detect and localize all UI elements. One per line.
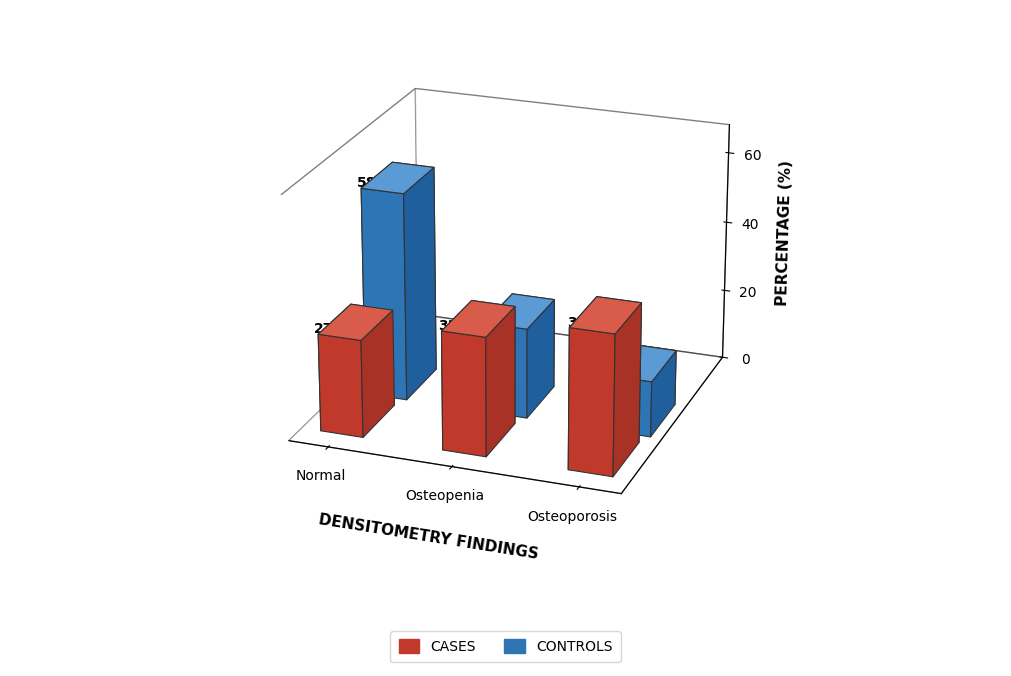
X-axis label: DENSITOMETRY FINDINGS: DENSITOMETRY FINDINGS [317,512,540,562]
Legend: CASES, CONTROLS: CASES, CONTROLS [390,631,621,662]
